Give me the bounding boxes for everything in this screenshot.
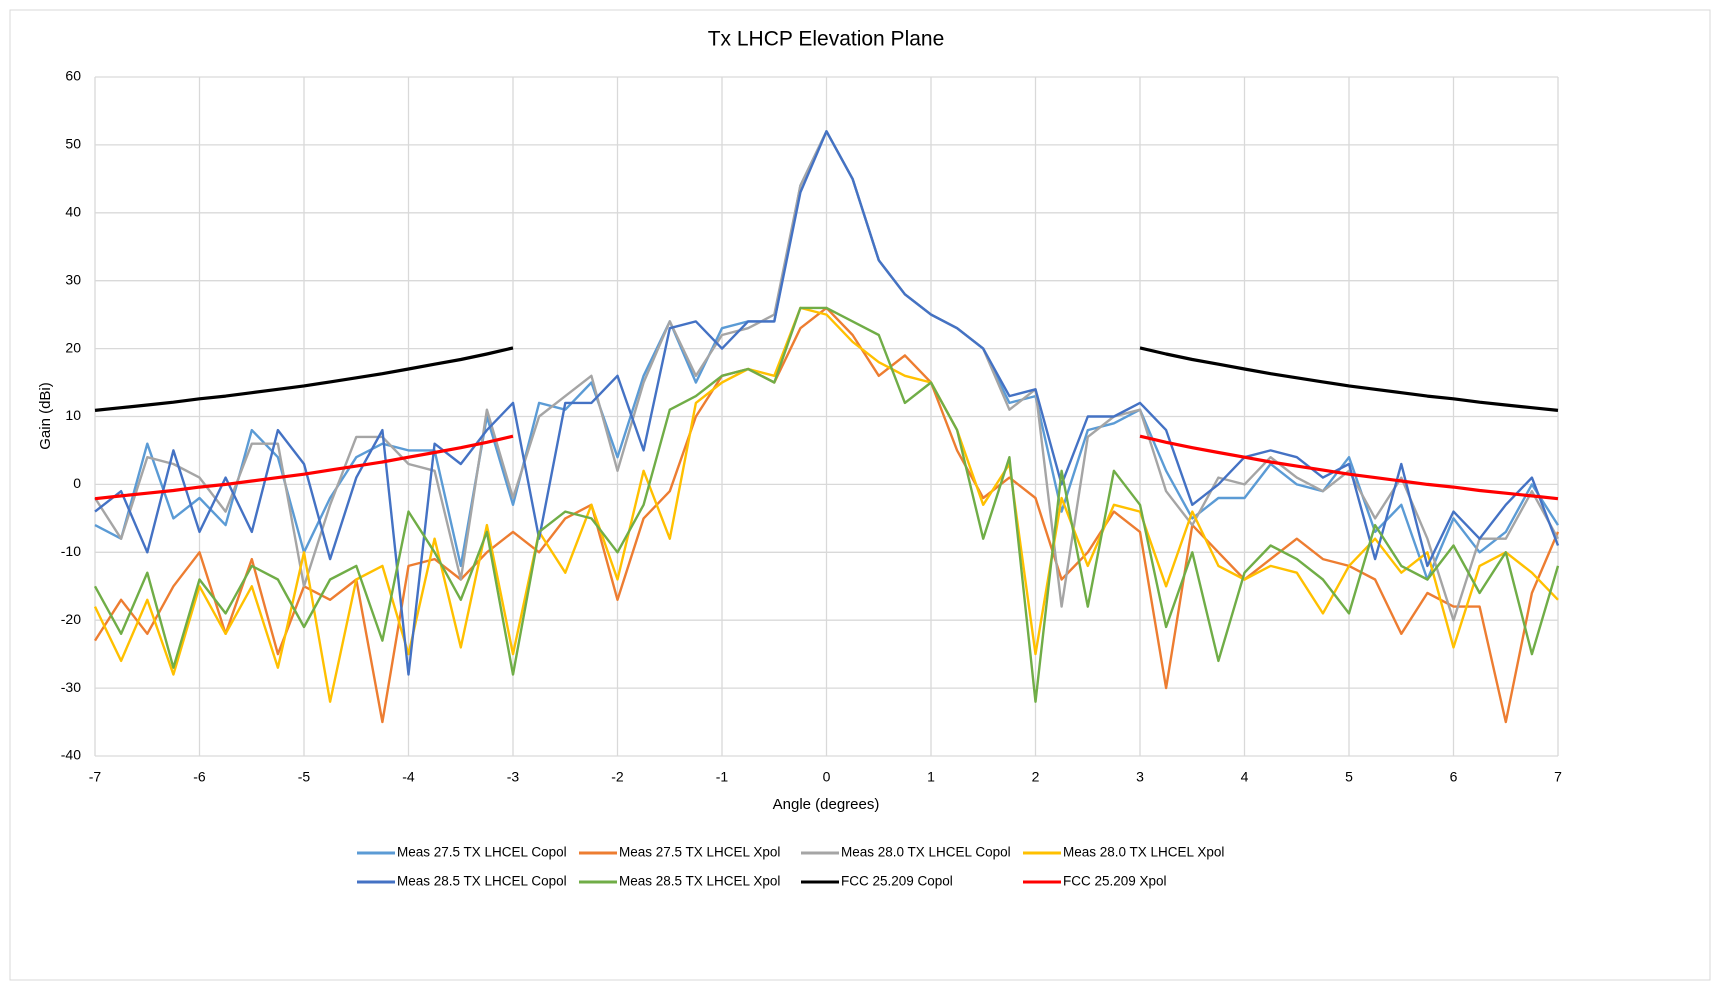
legend-label: Meas 28.5 TX LHCEL Xpol: [619, 874, 780, 889]
legend-label: Meas 28.5 TX LHCEL Copol: [397, 874, 567, 889]
x-tick-label: 7: [1554, 769, 1562, 785]
y-tick-label: 40: [65, 204, 81, 220]
x-tick-label: 4: [1241, 769, 1249, 785]
series-line: [93, 306, 1560, 703]
legend-label: Meas 28.0 TX LHCEL Xpol: [1063, 845, 1224, 860]
y-tick-label: 20: [65, 339, 81, 355]
x-tick-label: -3: [507, 769, 520, 785]
y-tick-label: 60: [65, 68, 81, 84]
series-line: [94, 346, 1559, 412]
x-tick-label: -1: [716, 769, 729, 785]
x-tick-label: -2: [611, 769, 624, 785]
y-tick-label: -20: [61, 611, 81, 627]
chart-title: Tx LHCP Elevation Plane: [708, 28, 945, 51]
x-tick-label: 6: [1450, 769, 1458, 785]
y-axis-label: Gain (dBi): [37, 382, 54, 450]
x-tick-label: -5: [298, 769, 311, 785]
series-line: [93, 306, 1559, 703]
x-tick-label: 3: [1136, 769, 1144, 785]
legend-label: Meas 27.5 TX LHCEL Copol: [397, 845, 567, 860]
legend-label: Meas 28.0 TX LHCEL Copol: [841, 845, 1011, 860]
series-line: [94, 434, 1559, 501]
x-tick-label: 0: [823, 769, 831, 785]
x-tick-label: 2: [1032, 769, 1040, 785]
legend-label: FCC 25.209 Xpol: [1063, 874, 1167, 889]
legend-label: FCC 25.209 Copol: [841, 874, 953, 889]
legend-label: Meas 27.5 TX LHCEL Xpol: [619, 845, 780, 860]
x-tick-label: 5: [1345, 769, 1353, 785]
chart-border: [9, 9, 1711, 981]
y-tick-label: -10: [61, 543, 81, 559]
y-tick-label: -30: [61, 679, 81, 695]
y-tick-label: -40: [61, 747, 81, 763]
x-tick-label: -6: [193, 769, 206, 785]
x-axis-label: Angle (degrees): [773, 796, 880, 813]
series-line: [94, 130, 1560, 676]
y-tick-label: 50: [65, 136, 81, 152]
y-tick-label: 0: [73, 475, 81, 491]
y-tick-label: 10: [65, 407, 81, 423]
x-tick-label: -4: [402, 769, 415, 785]
x-tick-label: 1: [927, 769, 935, 785]
y-tick-label: 30: [65, 271, 81, 287]
x-tick-label: -7: [89, 769, 102, 785]
